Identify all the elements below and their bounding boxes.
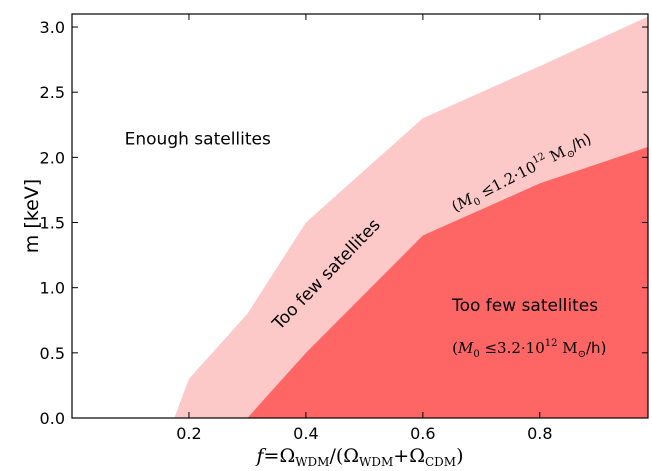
y-axis-ticks: 0.0 0.5 1.0 1.5 2.0 2.5 3.0 [40,18,648,428]
y-tick-label: 1.5 [40,214,65,233]
annotation-threshold-dark: (M0 ≤3.2·1012 M⊙/h) [452,338,606,360]
annotation-too-few-satellites-dark: Too few satellites [451,296,598,316]
x-tick-label: 0.6 [410,424,435,443]
y-tick-label: 1.0 [40,279,65,298]
y-tick-label: 0.5 [40,344,65,363]
regions-layer [174,16,649,419]
y-tick-label: 3.0 [40,18,65,37]
y-tick-label: 0.0 [40,409,65,428]
y-axis-label: m [keV] [21,179,43,253]
region-dark [247,146,649,419]
x-axis-ticks: 0.2 0.4 0.6 0.8 [176,14,553,443]
x-axis-label: f=ΩWDM/(ΩWDM+ΩCDM) [254,445,463,469]
x-tick-label: 0.8 [527,424,552,443]
y-tick-label: 2.5 [40,83,65,102]
plot-frame [71,13,649,419]
y-tick-label: 2.0 [40,148,65,167]
x-tick-label: 0.4 [293,424,318,443]
x-tick-label: 0.2 [176,424,201,443]
annotation-enough-satellites: Enough satellites [125,129,271,149]
